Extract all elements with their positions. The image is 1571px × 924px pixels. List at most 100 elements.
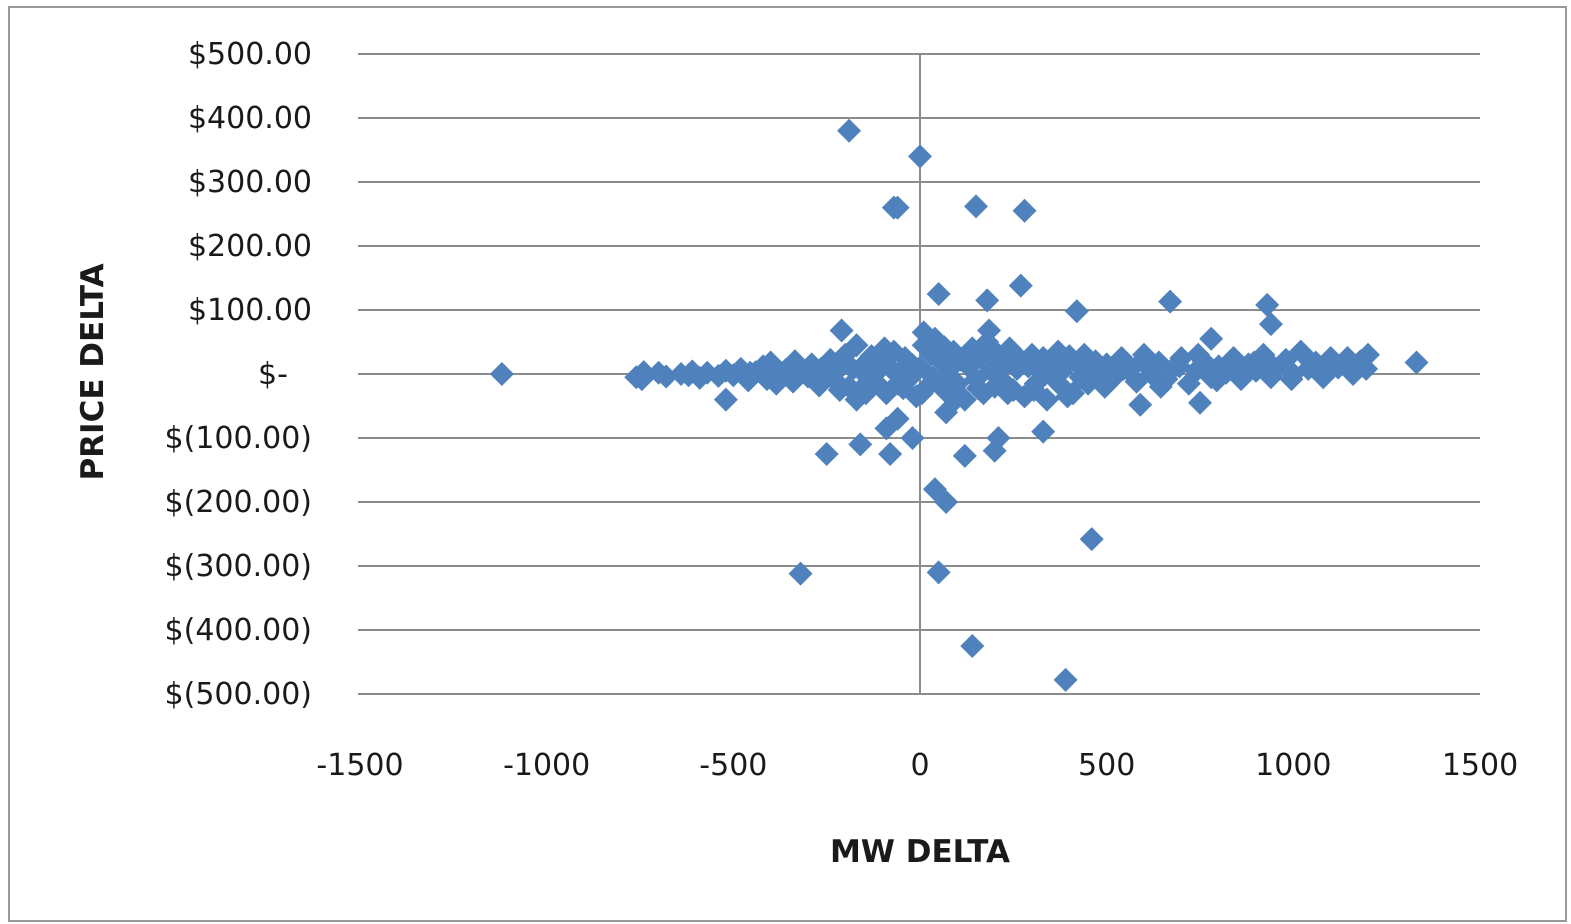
data-point (1298, 349, 1323, 374)
data-point (809, 356, 834, 381)
data-point (1111, 356, 1136, 381)
x-tick-label: 500 (1078, 748, 1135, 783)
x-tick-label: 1000 (1255, 748, 1331, 783)
data-point (1092, 374, 1117, 399)
data-point (1279, 367, 1304, 392)
y-tick-label: $(300.00) (165, 549, 312, 584)
y-tick-label: $(500.00) (165, 677, 312, 712)
data-point (844, 387, 869, 412)
y-tick-label: $500.00 (188, 37, 312, 72)
data-point (995, 381, 1020, 406)
data-point (1316, 358, 1341, 383)
data-point (911, 320, 936, 345)
x-tick-label: 1500 (1442, 748, 1518, 783)
data-point (629, 367, 654, 392)
y-tick-label: $(400.00) (165, 613, 312, 648)
data-point (1335, 346, 1360, 370)
data-point (1006, 350, 1031, 375)
data-point (1204, 368, 1229, 393)
data-point (964, 194, 988, 219)
data-point (1128, 392, 1153, 417)
x-tick-label: 0 (910, 748, 929, 783)
data-point (489, 362, 514, 386)
x-tick-label: -500 (699, 748, 767, 783)
data-point (713, 387, 738, 412)
data-point (1130, 349, 1155, 374)
data-point (1012, 198, 1037, 223)
data-point (837, 118, 862, 143)
data-point (1074, 347, 1099, 372)
data-point (1021, 378, 1046, 402)
y-tick-label: $- (258, 357, 288, 392)
y-tick-label: $400.00 (188, 101, 312, 136)
chart-area (8, 6, 1567, 922)
data-point (921, 365, 946, 390)
data-point (1079, 527, 1104, 552)
x-axis-title: MW DELTA (830, 834, 1010, 870)
data-point (1404, 350, 1429, 375)
data-point (874, 416, 899, 441)
x-tick-label: -1000 (503, 748, 590, 783)
data-point (1260, 354, 1285, 379)
data-point (1255, 292, 1280, 317)
data-point (1167, 354, 1192, 379)
data-point (952, 443, 977, 468)
data-point (814, 442, 839, 466)
data-point (885, 195, 910, 220)
data-point (878, 442, 903, 466)
data-point (1008, 273, 1033, 298)
data-point (1158, 289, 1183, 314)
data-point (932, 335, 957, 360)
data-point (829, 318, 854, 343)
data-point (1188, 390, 1212, 415)
data-point (965, 376, 990, 401)
data-point (654, 364, 679, 389)
x-tick-label: -1500 (316, 748, 403, 783)
data-point (982, 438, 1007, 463)
data-point (891, 376, 916, 401)
data-point (977, 318, 1002, 343)
data-point (872, 336, 897, 361)
data-point (1199, 326, 1224, 351)
y-tick-label: $100.00 (188, 293, 312, 328)
data-point (676, 363, 701, 388)
data-point (1055, 384, 1080, 409)
y-tick-label: $(200.00) (165, 485, 312, 520)
data-point (1258, 312, 1283, 337)
data-point (1064, 299, 1089, 324)
data-point (954, 352, 979, 377)
data-point (1356, 342, 1380, 367)
data-point (848, 432, 873, 457)
data-point (934, 400, 959, 425)
data-point (960, 634, 985, 658)
data-point (900, 426, 925, 450)
data-point (844, 333, 869, 358)
data-point (782, 349, 807, 374)
data-point (926, 560, 951, 585)
data-point (1186, 342, 1211, 367)
data-point (926, 282, 951, 306)
data-points (489, 118, 1429, 692)
data-point (764, 371, 789, 396)
data-point (827, 378, 852, 402)
y-tick-label: $200.00 (188, 229, 312, 264)
data-point (908, 144, 932, 169)
data-point (934, 490, 959, 514)
data-point (1031, 419, 1056, 444)
data-point (788, 561, 813, 586)
data-point (1223, 356, 1248, 381)
x-tick-labels: -1500 -1000 -500 0 500 1000 1500 (316, 748, 1518, 783)
data-point (975, 288, 1000, 313)
y-tick-label: $300.00 (188, 165, 312, 200)
data-point (909, 381, 934, 406)
data-point (1354, 356, 1379, 381)
data-point (1242, 350, 1267, 375)
y-tick-label: $(100.00) (165, 421, 312, 456)
data-point (1053, 667, 1078, 692)
y-tick-labels: $500.00 $400.00 $300.00 $200.00 $100.00 $- $(1… (165, 37, 312, 712)
data-point (980, 339, 1005, 364)
y-axis-title: PRICE DELTA (75, 263, 111, 480)
data-point (1036, 355, 1061, 380)
data-point (1148, 374, 1173, 399)
